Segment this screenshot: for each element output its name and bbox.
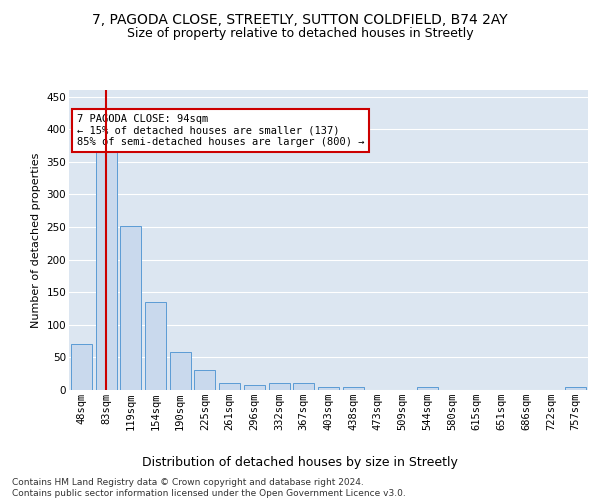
Bar xyxy=(269,384,290,390)
Y-axis label: Number of detached properties: Number of detached properties xyxy=(31,152,41,328)
Bar xyxy=(244,385,265,390)
Text: 7 PAGODA CLOSE: 94sqm
← 15% of detached houses are smaller (137)
85% of semi-det: 7 PAGODA CLOSE: 94sqm ← 15% of detached … xyxy=(77,114,364,147)
Bar xyxy=(293,384,314,390)
Bar xyxy=(71,344,92,390)
Bar xyxy=(318,386,339,390)
Text: Size of property relative to detached houses in Streetly: Size of property relative to detached ho… xyxy=(127,28,473,40)
Bar xyxy=(219,384,240,390)
Bar xyxy=(120,226,141,390)
Bar xyxy=(194,370,215,390)
Bar xyxy=(145,302,166,390)
Bar xyxy=(343,386,364,390)
Bar xyxy=(95,152,116,390)
Text: Contains HM Land Registry data © Crown copyright and database right 2024.
Contai: Contains HM Land Registry data © Crown c… xyxy=(12,478,406,498)
Bar xyxy=(170,352,191,390)
Text: Distribution of detached houses by size in Streetly: Distribution of detached houses by size … xyxy=(142,456,458,469)
Text: 7, PAGODA CLOSE, STREETLY, SUTTON COLDFIELD, B74 2AY: 7, PAGODA CLOSE, STREETLY, SUTTON COLDFI… xyxy=(92,12,508,26)
Bar xyxy=(565,388,586,390)
Bar xyxy=(417,388,438,390)
